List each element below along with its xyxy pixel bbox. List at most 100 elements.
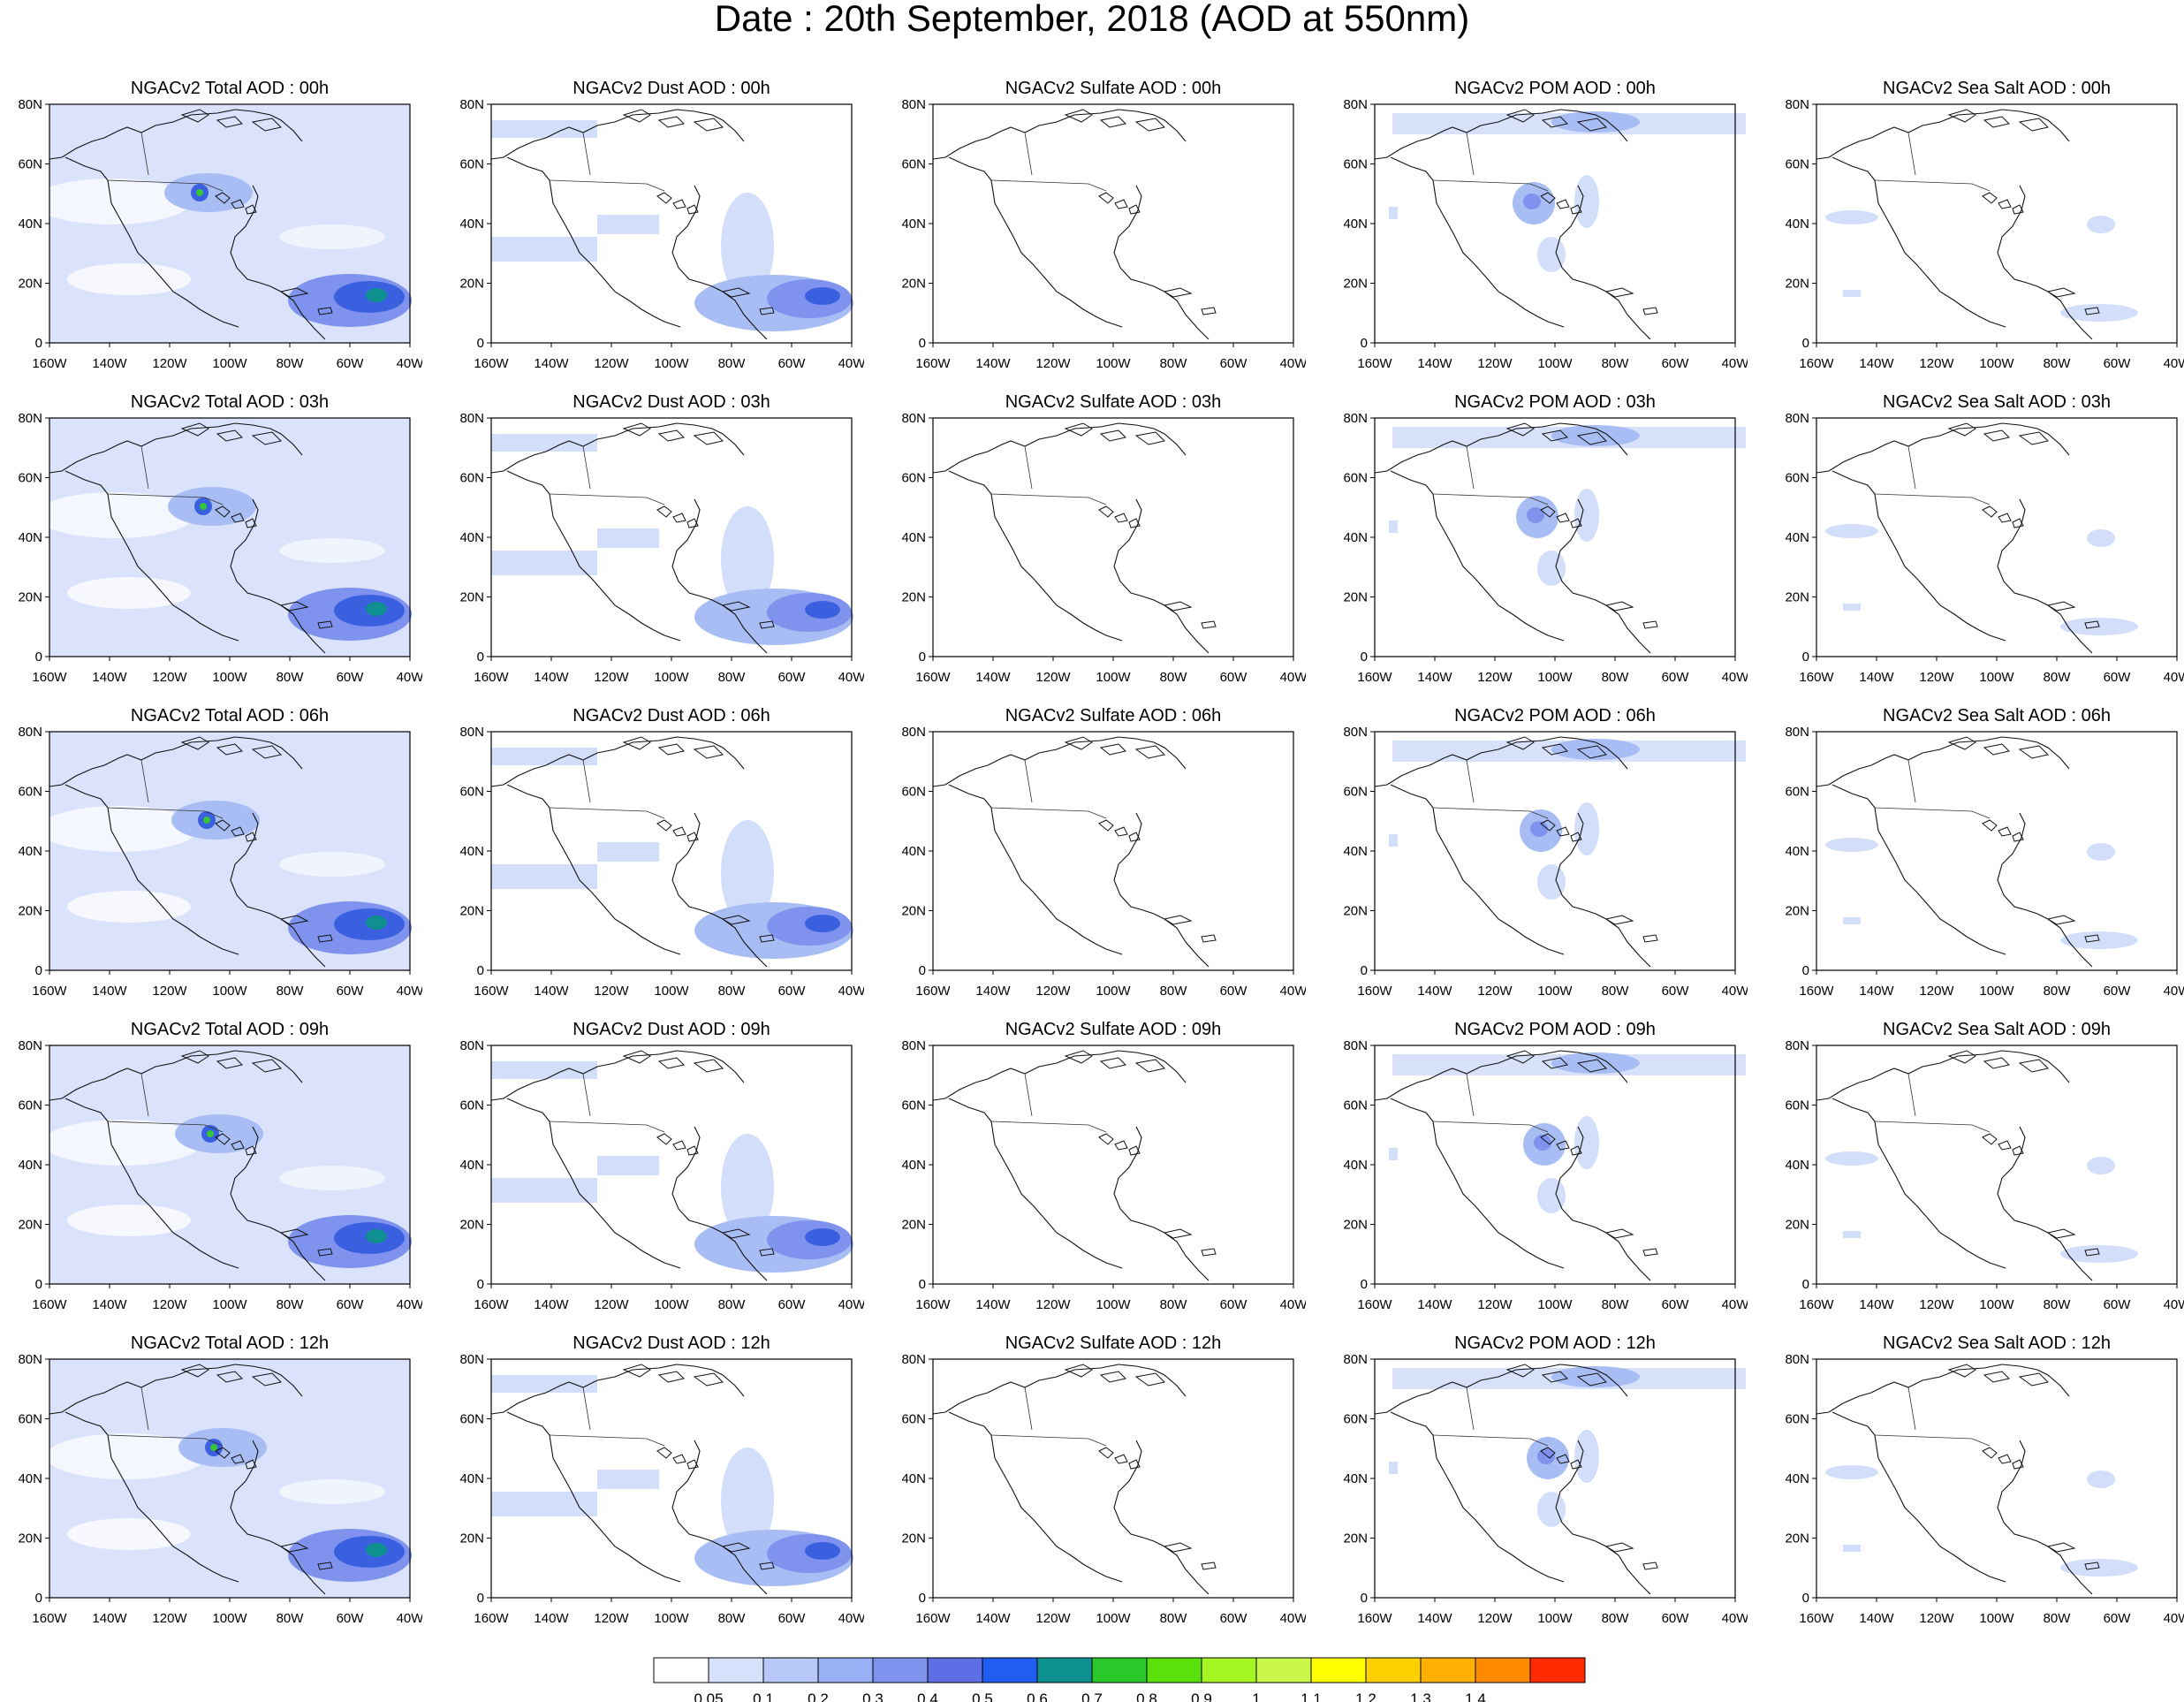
map-panel: NGACv2 Sulfate AOD : 00h 160W 140W 120W 100W… [891, 78, 1306, 378]
coastline [1374, 1364, 1651, 1595]
lat-tick-label: 80N [459, 99, 484, 112]
lat-tick-label: 40N [901, 844, 926, 859]
lon-tick-label: 160W [1357, 670, 1392, 685]
lat-tick-label: 60N [901, 1098, 926, 1113]
lon-tick-label: 160W [915, 984, 951, 999]
country-border [1432, 132, 1549, 192]
country-border [1874, 1073, 1991, 1133]
coastline [932, 736, 1210, 968]
lat-tick-label: 80N [18, 726, 42, 740]
lon-tick-label: 100W [1096, 1297, 1131, 1312]
lat-tick-label: 20N [18, 1531, 42, 1546]
lat-tick-label: 0 [477, 1591, 484, 1606]
lat-tick-label: 80N [1343, 99, 1368, 112]
lon-tick-label: 40W [2164, 1297, 2184, 1312]
great-lakes [215, 505, 257, 528]
map-panel: NGACv2 Dust AOD : 00h 160W 140W 120W 100W 80W… [449, 78, 864, 378]
lon-tick-label: 40W [2164, 670, 2184, 685]
lon-tick-label: 120W [594, 356, 629, 371]
map-area [1374, 1045, 1746, 1285]
aerosol-field [1389, 111, 1746, 272]
lon-tick-label: 40W [838, 670, 864, 685]
aerosol-field [35, 418, 412, 657]
lat-tick-label: 40N [1343, 1471, 1368, 1486]
map-area [46, 1358, 412, 1599]
lon-tick-label: 40W [1280, 1611, 1306, 1626]
lon-tick-label: 80W [277, 356, 305, 371]
map-area [490, 731, 853, 971]
great-lakes [1540, 1447, 1582, 1470]
islands [180, 1050, 333, 1257]
lat-tick-label: 40N [901, 530, 926, 545]
lat-tick-label: 40N [459, 1471, 484, 1486]
map-plot: 160W 140W 120W 100W 80W 60W 40W 0 20N 40N 60N 80N [459, 413, 864, 685]
great-lakes [656, 505, 699, 528]
lon-tick-label: 80W [277, 1611, 305, 1626]
lat-tick-label: 0 [1361, 963, 1368, 978]
coastline [490, 1364, 768, 1595]
map-panel: NGACv2 Sulfate AOD : 12h 160W 140W 120W 100W… [891, 1333, 1306, 1633]
map-background [933, 1359, 1293, 1598]
lon-tick-label: 60W [1220, 670, 1248, 685]
great-lakes [1982, 192, 2024, 215]
lon-tick-label: 100W [1979, 670, 2014, 685]
country-border [107, 1073, 224, 1133]
lon-tick-label: 140W [534, 356, 569, 371]
map-panel: NGACv2 Sea Salt AOD : 00h 160W 140W 120W 100… [1774, 78, 2184, 378]
map-panel: NGACv2 Total AOD : 12h 160W 140W 120W 100W 80… [7, 1333, 422, 1633]
islands [1505, 422, 1658, 629]
lon-tick-label: 40W [1722, 670, 1748, 685]
map-panel: NGACv2 POM AOD : 03h 160W 140W 120W 100W 80W 6… [1332, 391, 1748, 692]
islands [622, 1050, 775, 1257]
lat-tick-label: 0 [1802, 1591, 1809, 1606]
lon-tick-label: 100W [1096, 1611, 1131, 1626]
lat-tick-label: 0 [1361, 650, 1368, 665]
lon-tick-label: 160W [474, 670, 509, 685]
map-background [933, 104, 1293, 343]
map-plot: 160W 140W 120W 100W 80W 60W 40W 0 20N 40N 60N 80N [18, 726, 422, 999]
lon-tick-label: 60W [1662, 1611, 1690, 1626]
lon-tick-label: 80W [1160, 1297, 1188, 1312]
lon-tick-label: 80W [2044, 356, 2072, 371]
lat-tick-label: 80N [459, 413, 484, 426]
map-background [1816, 1359, 2177, 1598]
lon-tick-label: 60W [778, 670, 807, 685]
lon-tick-label: 140W [1859, 1611, 1894, 1626]
lon-tick-label: 120W [1477, 356, 1513, 371]
islands [1505, 1364, 1658, 1570]
lat-tick-label: 60N [1343, 1412, 1368, 1427]
lat-tick-label: 0 [919, 963, 926, 978]
lon-tick-label: 60W [1220, 1611, 1248, 1626]
map-area [42, 1045, 412, 1285]
coastline [1816, 736, 2093, 968]
coastline [1816, 1364, 2093, 1595]
lat-tick-label: 40N [901, 1471, 926, 1486]
lon-tick-label: 60W [1662, 670, 1690, 685]
lat-tick-label: 60N [1785, 471, 1809, 486]
lat-tick-label: 80N [901, 413, 926, 426]
coastline [1374, 736, 1651, 968]
map-plot: 160W 140W 120W 100W 80W 60W 40W 0 20N 40N 60N 80N [901, 413, 1306, 685]
lat-tick-label: 20N [901, 590, 926, 605]
map-panel: NGACv2 Sea Salt AOD : 09h 160W 140W 120W 100… [1774, 1019, 2184, 1319]
lat-tick-label: 20N [1785, 277, 1809, 292]
lon-tick-label: 40W [2164, 356, 2184, 371]
lat-tick-label: 60N [901, 471, 926, 486]
coastline [490, 422, 768, 654]
lon-tick-label: 40W [838, 356, 864, 371]
lat-tick-label: 60N [18, 1412, 42, 1427]
lon-tick-label: 80W [1602, 984, 1630, 999]
lat-tick-label: 20N [18, 590, 42, 605]
lon-tick-label: 100W [212, 356, 247, 371]
coastline [1816, 1050, 2093, 1281]
map-plot: 160W 140W 120W 100W 80W 60W 40W 0 20N 40N 60N 80N [1343, 1354, 1748, 1626]
lat-tick-label: 60N [459, 471, 484, 486]
lat-tick-label: 20N [901, 277, 926, 292]
panel-title: NGACv2 Sea Salt AOD : 09h [1883, 1020, 2111, 1039]
great-lakes [1098, 505, 1141, 528]
lon-tick-label: 160W [474, 1611, 509, 1626]
panel-title: NGACv2 Sulfate AOD : 03h [1005, 392, 1222, 412]
coastline [490, 736, 768, 968]
coastline [1816, 109, 2093, 340]
map-area [932, 1045, 1294, 1285]
